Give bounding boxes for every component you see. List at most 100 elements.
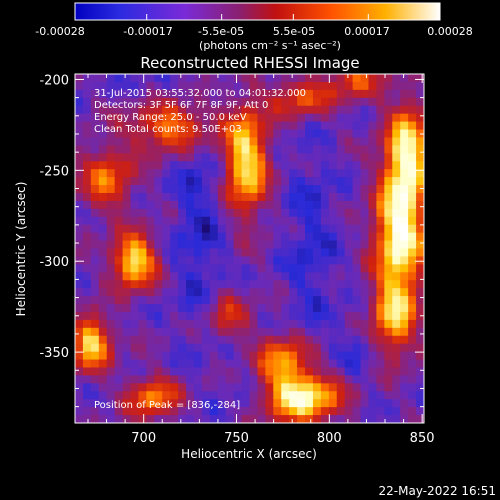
heatmap-cell	[360, 216, 370, 226]
heatmap-cell	[170, 177, 179, 186]
heatmap-cell	[75, 296, 84, 305]
heatmap-cell	[305, 407, 314, 416]
heatmap-cell	[273, 137, 282, 146]
info-line: Clean Total counts: 9.50E+03	[94, 124, 242, 135]
heatmap-cell	[265, 129, 274, 139]
heatmap-cell	[408, 272, 417, 281]
heatmap-cell	[90, 415, 100, 423]
heatmap-cell	[122, 121, 132, 131]
heatmap-cell	[416, 97, 424, 107]
heatmap-cell	[273, 97, 282, 107]
heatmap-cell	[178, 264, 187, 273]
heatmap-cell	[122, 169, 132, 178]
heatmap-cell	[122, 304, 132, 313]
heatmap-cell	[305, 256, 314, 265]
heatmap-cell	[106, 74, 116, 83]
heatmap-cell	[106, 375, 116, 384]
heatmap-cell	[289, 256, 298, 265]
heatmap-cell	[344, 161, 354, 170]
heatmap-cell	[170, 319, 179, 329]
heatmap-cell	[281, 97, 290, 107]
heatmap-cell	[146, 105, 155, 115]
heatmap-cell	[201, 407, 211, 416]
heatmap-cell	[265, 256, 274, 265]
heatmap-cell	[186, 343, 195, 353]
chart-title: Reconstructed RHESSI Image	[140, 54, 359, 72]
heatmap-cell	[90, 113, 100, 123]
heatmap-cell	[201, 169, 211, 178]
heatmap-cell	[352, 375, 362, 384]
heatmap-cell	[106, 200, 116, 210]
heatmap-cell	[305, 296, 314, 305]
heatmap-cell	[368, 153, 378, 162]
heatmap-cell	[209, 113, 219, 123]
heatmap-cell	[75, 311, 84, 321]
heatmap-cell	[312, 105, 322, 115]
heatmap-cell	[352, 280, 362, 289]
heatmap-cell	[320, 145, 330, 154]
heatmap-cell	[154, 351, 163, 361]
heatmap-cell	[328, 407, 338, 416]
heatmap-cell	[328, 256, 338, 265]
heatmap-cell	[178, 367, 187, 377]
heatmap-cell	[82, 240, 92, 250]
heatmap-cell	[320, 311, 330, 321]
heatmap-cell	[376, 169, 385, 178]
heatmap-cell	[249, 161, 259, 170]
heatmap-cell	[289, 391, 298, 400]
heatmap-cell	[289, 304, 298, 313]
heatmap-cell	[225, 375, 235, 384]
heatmap-cell	[122, 375, 132, 384]
heatmap-cell	[305, 359, 314, 369]
heatmap-cell	[193, 343, 203, 353]
heatmap-cell	[201, 200, 211, 210]
heatmap-cell	[344, 113, 354, 123]
heatmap-cell	[320, 89, 330, 99]
heatmap-cell	[376, 264, 385, 273]
heatmap-cell	[257, 351, 266, 361]
heatmap-cell	[265, 248, 274, 258]
heatmap-cell	[193, 240, 203, 250]
heatmap-cell	[170, 311, 179, 321]
heatmap-cell	[241, 216, 251, 226]
heatmap-cell	[217, 280, 227, 289]
heatmap-cell	[98, 288, 108, 297]
heatmap-cell	[416, 177, 424, 186]
heatmap-cell	[217, 407, 227, 416]
heatmap-cell	[273, 359, 282, 369]
heatmap-cell	[273, 81, 282, 91]
heatmap-cell	[162, 81, 171, 91]
heatmap-cell	[360, 415, 370, 423]
heatmap-cell	[154, 208, 163, 218]
heatmap-cell	[368, 113, 378, 123]
heatmap-cell	[193, 248, 203, 258]
heatmap-cell	[265, 177, 274, 186]
heatmap-cell	[154, 367, 163, 377]
heatmap-cell	[217, 375, 227, 384]
heatmap-cell	[336, 121, 346, 131]
heatmap-cell	[98, 169, 108, 178]
heatmap-cell	[193, 121, 203, 131]
heatmap-cell	[233, 185, 243, 194]
heatmap-cell	[162, 375, 171, 384]
heatmap-cell	[154, 240, 163, 250]
heatmap-cell	[241, 74, 251, 83]
heatmap-cell	[281, 113, 290, 123]
heatmap-cell	[400, 351, 409, 361]
heatmap-cell	[154, 375, 163, 384]
heatmap-cell	[82, 232, 92, 242]
heatmap-cell	[392, 113, 401, 123]
heatmap-cell	[90, 272, 100, 281]
heatmap-cell	[209, 351, 219, 361]
heatmap-cell	[376, 383, 385, 392]
heatmap-cell	[408, 407, 417, 416]
heatmap-cell	[233, 415, 243, 423]
heatmap-cell	[241, 129, 251, 139]
heatmap-cell	[336, 81, 346, 91]
heatmap-cell	[170, 232, 179, 242]
heatmap-cell	[106, 137, 116, 146]
heatmap-cell	[257, 327, 266, 337]
heatmap-cell	[257, 121, 266, 131]
heatmap-cell	[178, 192, 187, 202]
heatmap-cell	[178, 74, 187, 83]
